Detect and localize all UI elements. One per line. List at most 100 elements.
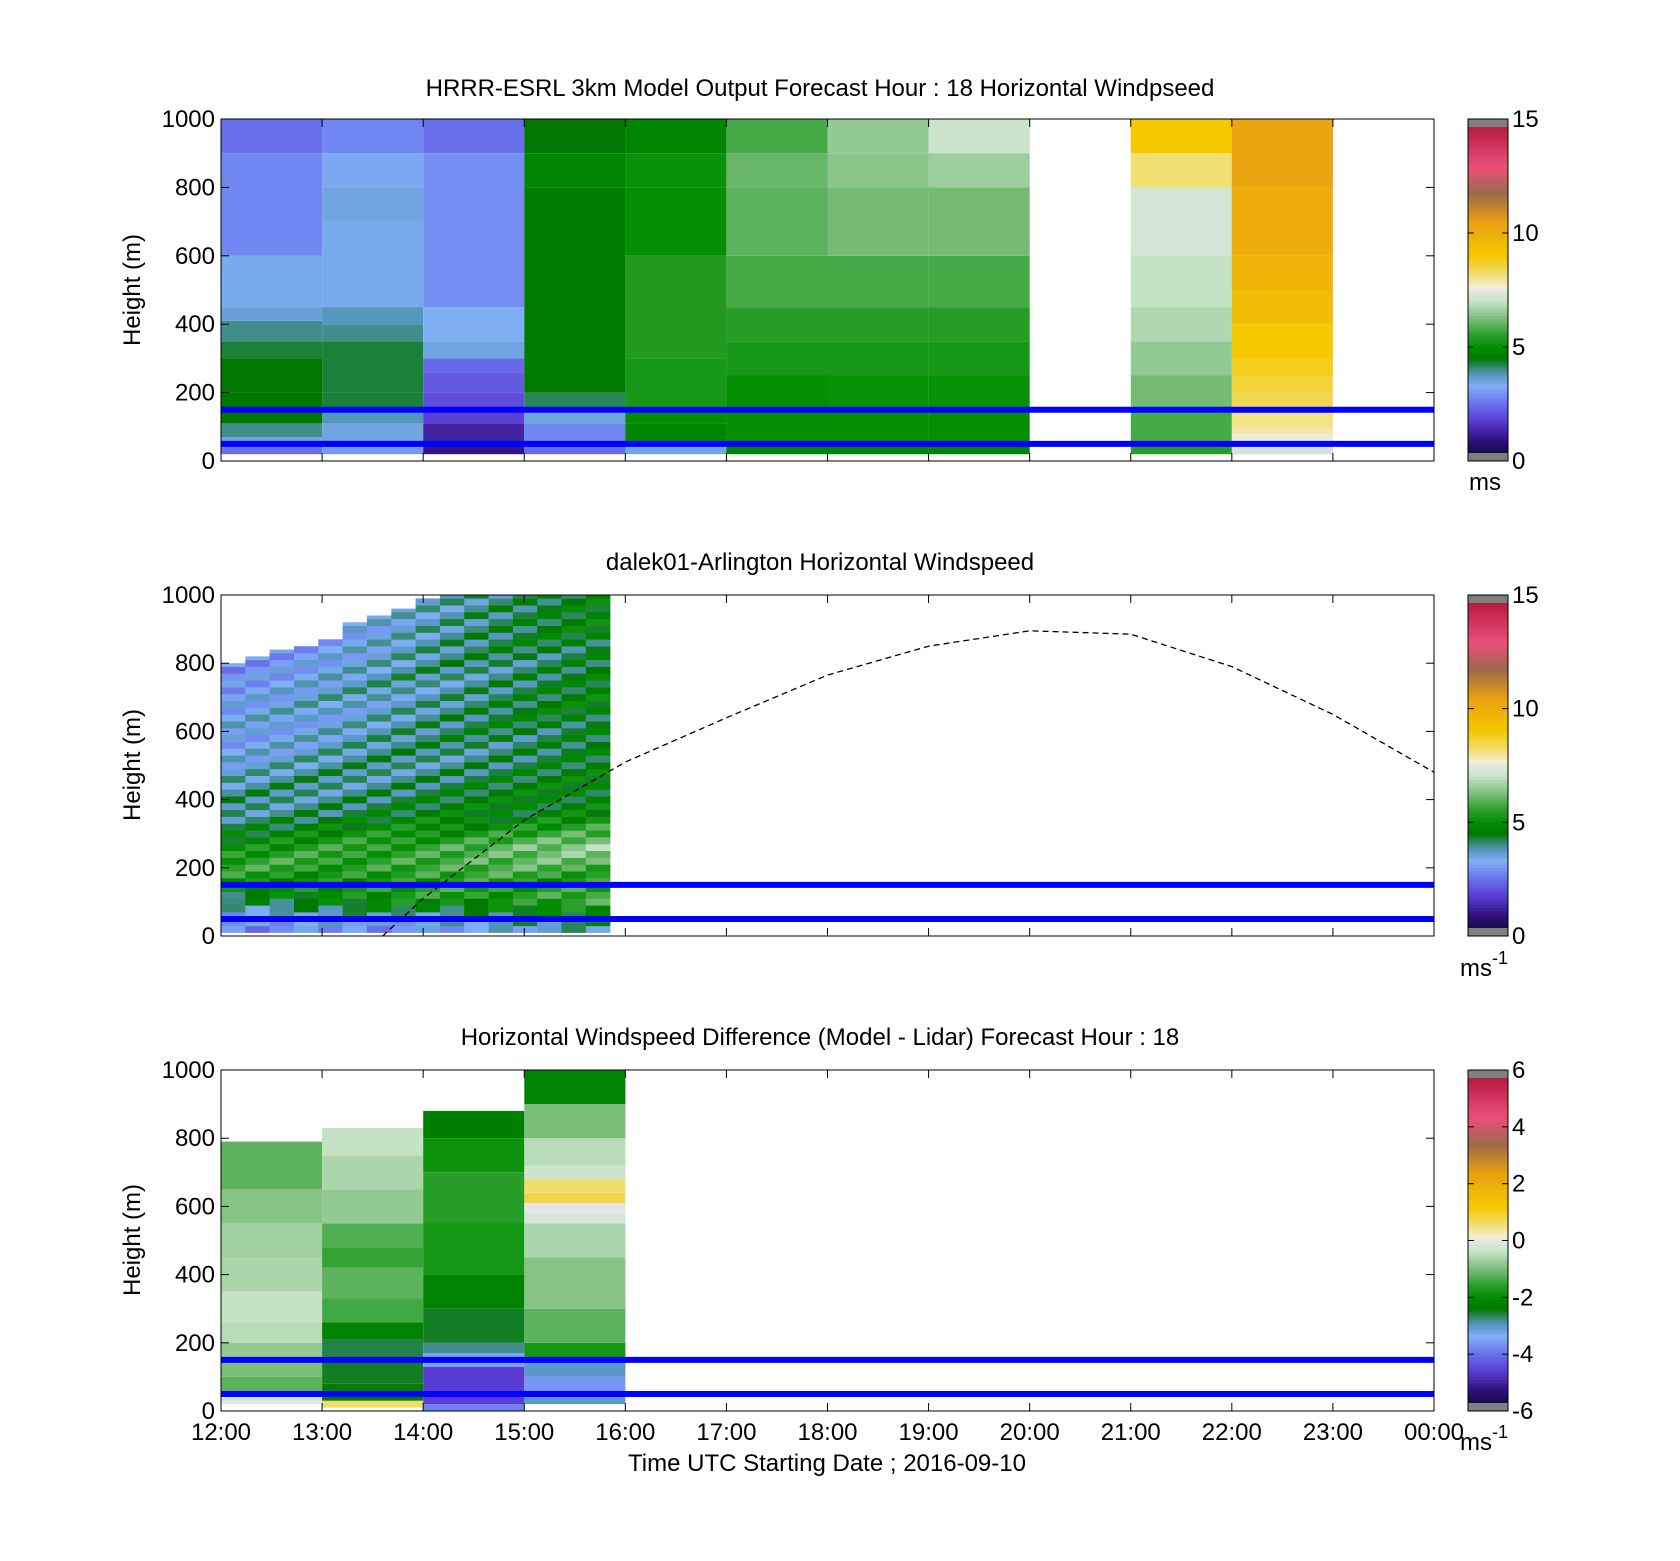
heatmap-cell <box>512 864 538 872</box>
heatmap-cell <box>537 632 562 640</box>
heatmap-cell <box>561 595 587 599</box>
colorbar-segment <box>1468 1220 1508 1224</box>
heatmap-cell <box>318 700 343 708</box>
colorbar-segment <box>1468 1388 1508 1392</box>
heatmap-cell <box>269 816 295 824</box>
colorbar-segment <box>1468 278 1508 282</box>
heatmap-cell <box>537 843 562 851</box>
heatmap-cell <box>318 714 343 722</box>
colorbar-segment <box>1468 836 1508 840</box>
colorbar-segment <box>1468 1183 1508 1187</box>
heatmap-cell <box>726 255 828 308</box>
colorbar-segment <box>1468 158 1508 163</box>
heatmap-cell <box>561 714 587 722</box>
colorbar-segment <box>1468 734 1508 738</box>
heatmap-cell <box>585 837 611 845</box>
heatmap-cell <box>366 693 392 701</box>
heatmap-cell <box>294 714 319 722</box>
heatmap-cell <box>415 755 441 763</box>
colorbar-segment <box>1468 1354 1508 1358</box>
colorbar-segment <box>1468 1376 1508 1381</box>
heatmap-cell <box>245 782 270 790</box>
heatmap-cell <box>342 714 368 722</box>
heatmap-cell <box>269 871 295 879</box>
heatmap-cell <box>294 912 319 920</box>
colorbar-segment <box>1468 1135 1508 1139</box>
heatmap-cell <box>439 843 465 851</box>
heatmap-cell <box>464 646 489 654</box>
heatmap-cell <box>512 850 538 858</box>
heatmap-cell <box>512 721 538 729</box>
heatmap-cell <box>318 864 343 872</box>
colorbar-segment <box>1468 603 1508 607</box>
heatmap-cell <box>245 905 270 913</box>
heatmap-cell <box>366 625 392 633</box>
heatmap-cell <box>366 925 392 933</box>
heatmap-cell <box>221 864 246 872</box>
colorbar-segment <box>1468 725 1508 729</box>
heatmap-cell <box>928 375 1030 410</box>
heatmap-cell <box>585 721 611 729</box>
heatmap-cell <box>322 221 424 308</box>
colorbar-segment <box>1468 1257 1508 1261</box>
heatmap-cell <box>585 843 611 851</box>
heatmap-cell <box>391 646 416 654</box>
heatmap-cell <box>537 823 562 831</box>
heatmap-cell <box>415 857 441 865</box>
colorbar-segment <box>1468 210 1508 214</box>
heatmap-cell <box>322 1223 424 1248</box>
heatmap-cell <box>464 898 489 906</box>
heatmap-cell <box>415 823 441 831</box>
colorbar-segment <box>1468 748 1508 752</box>
heatmap-cell <box>537 864 562 872</box>
heatmap-cell <box>1130 255 1232 308</box>
heatmap-cell <box>415 789 441 797</box>
heatmap-cell <box>488 843 514 851</box>
heatmap-cell <box>366 653 392 661</box>
heatmap-cell <box>464 850 489 858</box>
difference-colorbar-unit: ms-1 <box>1460 1422 1508 1456</box>
heatmap-cell <box>512 659 538 667</box>
heatmap-cell <box>537 891 562 899</box>
heatmap-cell <box>439 789 465 797</box>
heatmap-cell <box>537 646 562 654</box>
colorbar-segment <box>1468 907 1508 911</box>
heatmap-cell <box>488 632 514 640</box>
heatmap-cell <box>221 871 246 879</box>
colorbar-segment <box>1468 1263 1508 1267</box>
heatmap-cell <box>294 687 319 695</box>
heatmap-cell <box>439 925 465 933</box>
heatmap-cell <box>269 775 295 783</box>
colorbar-segment <box>1468 378 1508 382</box>
heatmap-cell <box>415 837 441 845</box>
heatmap-cell <box>464 830 489 838</box>
heatmap-cell <box>1231 187 1333 256</box>
colorbar-segment <box>1468 1337 1508 1341</box>
heatmap-cell <box>366 734 392 742</box>
heatmap-cell <box>585 666 611 674</box>
heatmap-cell <box>269 898 295 906</box>
heatmap-cell <box>537 728 562 736</box>
panel-difference-title: Horizontal Windspeed Difference (Model -… <box>461 1024 1180 1051</box>
heatmap-cell <box>561 830 587 838</box>
heatmap-cell <box>318 728 343 736</box>
heatmap-cell <box>488 595 514 599</box>
colorbar-segment <box>1468 130 1508 134</box>
colorbar-segment <box>1468 395 1508 399</box>
heatmap-cell <box>537 693 562 701</box>
heatmap-cell <box>245 816 270 824</box>
heatmap-cell <box>415 728 441 736</box>
heatmap-cell <box>366 714 392 722</box>
heatmap-cell <box>415 809 441 817</box>
heatmap-cell <box>423 392 525 410</box>
heatmap-cell <box>221 925 246 933</box>
heatmap-cell <box>561 816 587 824</box>
heatmap-cell <box>221 898 246 906</box>
heatmap-cell <box>464 721 489 729</box>
heatmap-cell <box>537 871 562 879</box>
heatmap-cell <box>928 445 1030 455</box>
x-tick-label: 13:00 <box>292 1419 352 1446</box>
heatmap-cell <box>1130 341 1232 376</box>
heatmap-cell <box>439 734 465 742</box>
colorbar-segment <box>1468 754 1508 758</box>
